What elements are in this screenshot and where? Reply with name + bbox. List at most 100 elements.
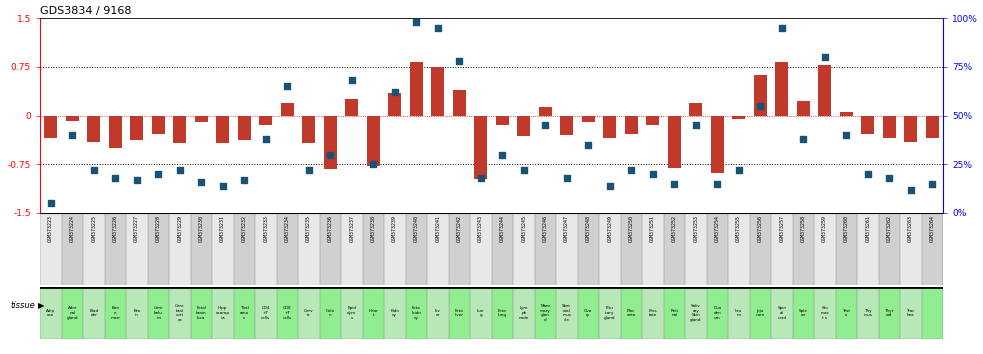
- Point: [623, 167, 639, 173]
- Bar: [83, 287, 104, 339]
- Bar: [836, 287, 857, 339]
- Bar: [620, 287, 642, 339]
- Bar: [83, 213, 104, 285]
- Bar: [173, 115, 186, 143]
- Text: CD8
+T
cells: CD8 +T cells: [283, 307, 292, 320]
- Point: [666, 181, 682, 187]
- Text: GSM373256: GSM373256: [758, 215, 763, 242]
- Text: Hipp
ocamp
us: Hipp ocamp us: [215, 307, 230, 320]
- Bar: [792, 213, 814, 285]
- Bar: [384, 213, 406, 285]
- Bar: [323, 115, 337, 170]
- Bar: [857, 287, 879, 339]
- Bar: [921, 287, 943, 339]
- Bar: [513, 287, 535, 339]
- Bar: [625, 115, 638, 134]
- Bar: [87, 115, 100, 142]
- Text: Trac
hea: Trac hea: [906, 309, 915, 317]
- Text: Thal
amu
s: Thal amu s: [240, 307, 249, 320]
- Bar: [104, 287, 126, 339]
- Text: GSM373253: GSM373253: [693, 215, 698, 242]
- Text: Cerv
ix: Cerv ix: [304, 309, 314, 317]
- Text: GSM373254: GSM373254: [715, 215, 720, 242]
- Bar: [926, 115, 939, 138]
- Text: Kidn
ey: Kidn ey: [390, 309, 399, 317]
- Text: Mam
mary
glan
d: Mam mary glan d: [540, 304, 550, 322]
- Bar: [492, 287, 513, 339]
- Bar: [406, 287, 427, 339]
- Bar: [577, 287, 599, 339]
- Bar: [814, 287, 836, 339]
- Bar: [900, 213, 921, 285]
- Bar: [255, 213, 276, 285]
- Bar: [126, 287, 147, 339]
- Point: [817, 54, 833, 60]
- Text: Feta
liver: Feta liver: [455, 309, 464, 317]
- Text: GSM373228: GSM373228: [155, 215, 161, 242]
- Text: GSM373232: GSM373232: [242, 215, 247, 242]
- Bar: [861, 115, 874, 134]
- Point: [430, 25, 445, 30]
- Text: CD4
+T
cells: CD4 +T cells: [261, 307, 270, 320]
- Text: GSM373236: GSM373236: [327, 215, 333, 242]
- Text: GSM373249: GSM373249: [607, 215, 612, 242]
- Bar: [513, 213, 535, 285]
- Text: Adre
nal
gland: Adre nal gland: [67, 307, 78, 320]
- Text: GSM373237: GSM373237: [349, 215, 354, 242]
- Bar: [749, 213, 771, 285]
- Point: [107, 175, 123, 181]
- Point: [150, 171, 166, 177]
- Bar: [276, 213, 298, 285]
- Bar: [104, 213, 126, 285]
- Bar: [535, 287, 556, 339]
- Bar: [642, 213, 664, 285]
- Bar: [818, 65, 832, 115]
- Text: GSM373261: GSM373261: [865, 215, 870, 242]
- Point: [43, 200, 59, 206]
- Point: [903, 187, 919, 193]
- Text: Test
is: Test is: [842, 309, 850, 317]
- Text: Sple
en: Sple en: [799, 309, 808, 317]
- Text: tissue: tissue: [11, 301, 35, 310]
- Text: GSM373260: GSM373260: [843, 215, 848, 242]
- Bar: [470, 213, 492, 285]
- Text: GSM373241: GSM373241: [435, 215, 440, 242]
- Point: [279, 84, 295, 89]
- Point: [322, 152, 338, 157]
- Text: GSM373247: GSM373247: [564, 215, 569, 242]
- Bar: [384, 287, 406, 339]
- Bar: [281, 103, 294, 115]
- Bar: [776, 62, 788, 115]
- Text: GSM373252: GSM373252: [671, 215, 676, 242]
- Point: [172, 167, 188, 173]
- Bar: [492, 213, 513, 285]
- Bar: [711, 115, 723, 173]
- Text: Feta
lkidn
ey: Feta lkidn ey: [411, 307, 421, 320]
- Bar: [147, 287, 169, 339]
- Point: [258, 136, 273, 142]
- Bar: [234, 213, 255, 285]
- Point: [344, 78, 360, 83]
- Text: Blad
der: Blad der: [89, 309, 98, 317]
- Text: GSM373264: GSM373264: [930, 215, 935, 242]
- Bar: [879, 213, 900, 285]
- Text: Sto
mac
t s: Sto mac t s: [820, 307, 830, 320]
- Bar: [410, 62, 423, 115]
- Text: GSM373243: GSM373243: [479, 215, 484, 242]
- Text: Pros
tate: Pros tate: [649, 309, 657, 317]
- Point: [494, 152, 510, 157]
- Point: [731, 167, 747, 173]
- Bar: [169, 287, 191, 339]
- Bar: [664, 287, 685, 339]
- Bar: [707, 287, 728, 339]
- Text: Colo
n: Colo n: [325, 309, 335, 317]
- Bar: [792, 287, 814, 339]
- Bar: [427, 213, 448, 285]
- Text: GSM373262: GSM373262: [887, 215, 892, 242]
- Bar: [685, 287, 707, 339]
- Point: [580, 142, 596, 148]
- Text: GSM373233: GSM373233: [263, 215, 268, 242]
- Bar: [147, 213, 169, 285]
- Point: [215, 183, 231, 189]
- Text: Thy
mus: Thy mus: [863, 309, 872, 317]
